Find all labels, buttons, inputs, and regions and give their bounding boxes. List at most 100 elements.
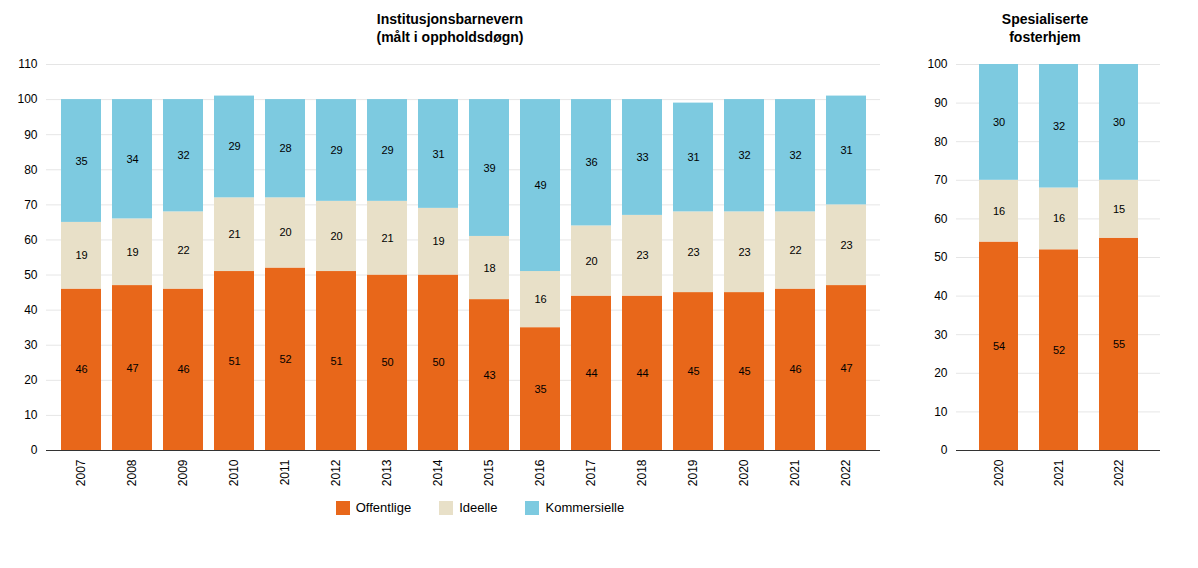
svg-text:30: 30	[993, 116, 1005, 128]
svg-text:32: 32	[738, 149, 750, 161]
svg-text:23: 23	[840, 239, 852, 251]
svg-text:50: 50	[381, 356, 393, 368]
svg-text:60: 60	[934, 212, 948, 226]
svg-text:34: 34	[126, 153, 138, 165]
svg-text:50: 50	[432, 356, 444, 368]
svg-text:51: 51	[228, 355, 240, 367]
svg-text:52: 52	[1053, 344, 1065, 356]
svg-text:31: 31	[687, 151, 699, 163]
svg-text:49: 49	[534, 179, 546, 191]
svg-text:54: 54	[993, 340, 1005, 352]
svg-text:30: 30	[24, 338, 38, 352]
svg-text:2007: 2007	[74, 459, 88, 486]
svg-text:32: 32	[1053, 120, 1065, 132]
svg-text:60: 60	[24, 233, 38, 247]
svg-text:70: 70	[934, 173, 948, 187]
svg-text:15: 15	[1113, 203, 1125, 215]
svg-text:29: 29	[330, 144, 342, 156]
svg-text:16: 16	[1053, 212, 1065, 224]
svg-text:100: 100	[927, 57, 947, 71]
svg-text:90: 90	[934, 96, 948, 110]
svg-text:35: 35	[75, 155, 87, 167]
svg-text:32: 32	[177, 149, 189, 161]
svg-text:40: 40	[24, 303, 38, 317]
svg-text:40: 40	[934, 289, 948, 303]
svg-text:2017: 2017	[584, 459, 598, 486]
svg-text:46: 46	[177, 363, 189, 375]
svg-text:29: 29	[381, 144, 393, 156]
svg-text:2020: 2020	[992, 459, 1006, 486]
svg-text:46: 46	[75, 363, 87, 375]
svg-text:50: 50	[934, 250, 948, 264]
svg-text:55: 55	[1113, 338, 1125, 350]
svg-text:0: 0	[941, 443, 948, 457]
svg-text:50: 50	[24, 268, 38, 282]
svg-text:22: 22	[177, 244, 189, 256]
svg-text:2012: 2012	[329, 459, 343, 486]
svg-text:19: 19	[432, 235, 444, 247]
svg-text:47: 47	[126, 362, 138, 374]
svg-text:30: 30	[934, 328, 948, 342]
svg-text:45: 45	[738, 365, 750, 377]
svg-text:52: 52	[279, 353, 291, 365]
svg-text:51: 51	[330, 355, 342, 367]
svg-text:19: 19	[75, 249, 87, 261]
svg-text:2015: 2015	[482, 459, 496, 486]
svg-text:28: 28	[279, 142, 291, 154]
svg-text:2014: 2014	[431, 459, 445, 486]
svg-text:2022: 2022	[839, 459, 853, 486]
svg-text:21: 21	[228, 228, 240, 240]
svg-text:2011: 2011	[278, 459, 292, 485]
svg-text:10: 10	[934, 405, 948, 419]
svg-text:33: 33	[636, 151, 648, 163]
svg-text:70: 70	[24, 198, 38, 212]
svg-text:16: 16	[534, 293, 546, 305]
svg-text:35: 35	[534, 383, 546, 395]
svg-text:2020: 2020	[737, 459, 751, 486]
svg-text:100: 100	[17, 92, 37, 106]
html-text:Institusjonsbarnevern (målt i: Institusjonsbarnevern (målt i oppholdsdø…	[376, 11, 524, 46]
svg-text:23: 23	[636, 249, 648, 261]
svg-text:2009: 2009	[176, 459, 190, 486]
svg-text:10: 10	[24, 408, 38, 422]
svg-text:80: 80	[934, 135, 948, 149]
svg-text:2008: 2008	[125, 459, 139, 486]
svg-text:2018: 2018	[635, 459, 649, 486]
svg-text:2016: 2016	[533, 459, 547, 486]
svg-text:90: 90	[24, 128, 38, 142]
svg-text:19: 19	[126, 246, 138, 258]
svg-text:31: 31	[840, 144, 852, 156]
svg-text:21: 21	[381, 232, 393, 244]
svg-text:32: 32	[789, 149, 801, 161]
svg-text:43: 43	[483, 369, 495, 381]
svg-text:16: 16	[993, 205, 1005, 217]
svg-text:23: 23	[687, 246, 699, 258]
svg-text:46: 46	[789, 363, 801, 375]
svg-text:2010: 2010	[227, 459, 241, 486]
svg-text:18: 18	[483, 262, 495, 274]
svg-text:31: 31	[432, 148, 444, 160]
svg-text:20: 20	[279, 226, 291, 238]
svg-text:39: 39	[483, 162, 495, 174]
svg-text:2019: 2019	[686, 459, 700, 486]
svg-text:20: 20	[585, 255, 597, 267]
svg-text:2013: 2013	[380, 459, 394, 486]
svg-text:20: 20	[330, 230, 342, 242]
svg-text:36: 36	[585, 156, 597, 168]
svg-text:110: 110	[18, 57, 37, 71]
svg-text:2022: 2022	[1112, 459, 1126, 486]
svg-text:20: 20	[934, 366, 948, 380]
svg-text:44: 44	[585, 367, 597, 379]
svg-text:20: 20	[24, 373, 38, 387]
svg-text:44: 44	[636, 367, 648, 379]
svg-text:22: 22	[789, 244, 801, 256]
svg-text:80: 80	[24, 163, 38, 177]
svg-text:2021: 2021	[788, 459, 802, 486]
svg-text:23: 23	[738, 246, 750, 258]
svg-text:30: 30	[1113, 116, 1125, 128]
svg-text:29: 29	[228, 140, 240, 152]
svg-text:0: 0	[31, 443, 38, 457]
svg-text:2021: 2021	[1052, 459, 1066, 486]
svg-text:45: 45	[687, 365, 699, 377]
svg-text:47: 47	[840, 362, 852, 374]
